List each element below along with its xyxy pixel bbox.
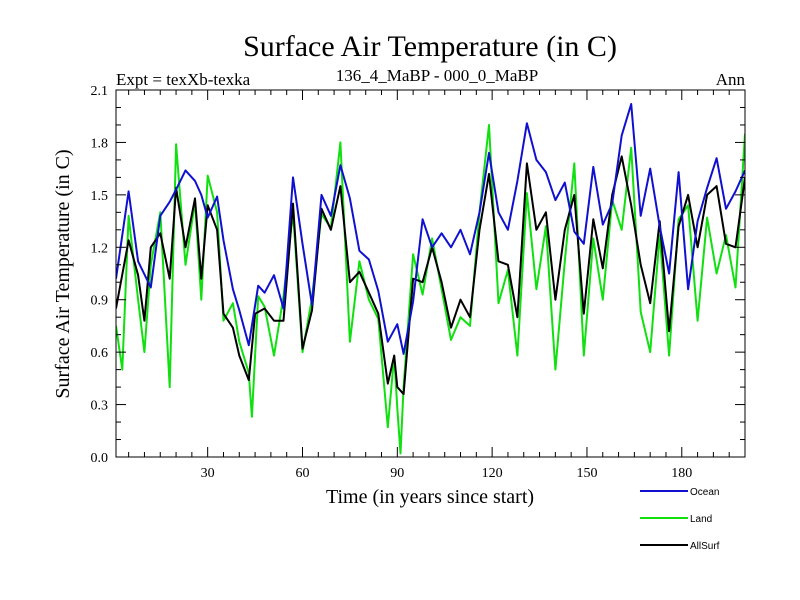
- x-tick-label: 30: [201, 466, 215, 481]
- x-tick-label: 60: [295, 466, 309, 481]
- legend-label-ocean: Ocean: [690, 487, 719, 498]
- y-tick-label: 1.2: [91, 241, 109, 256]
- x-tick-label: 90: [390, 466, 404, 481]
- series-line-land: [116, 124, 745, 455]
- x-axis: 30 60 90 120 150 180: [128, 90, 730, 481]
- experiment-label: Expt = texXb-texka: [116, 70, 251, 89]
- legend: Ocean Land AllSurf: [640, 487, 720, 552]
- x-tick-label: 120: [482, 466, 503, 481]
- series-line-allsurf: [116, 155, 745, 396]
- series-layer: [116, 103, 745, 455]
- y-tick-label: 0.0: [91, 451, 109, 466]
- x-tick-label: 180: [671, 466, 692, 481]
- x-tick-label: 150: [576, 466, 597, 481]
- series-line-ocean: [116, 103, 745, 355]
- plot-area: [116, 103, 745, 455]
- y-axis: 0.0 0.3 0.6 0.9 1.2 1.5 1.8 2.1: [91, 84, 745, 466]
- period-label: 136_4_MaBP - 000_0_MaBP: [336, 66, 538, 85]
- y-tick-label: 0.6: [91, 346, 109, 361]
- y-tick-label: 1.5: [91, 189, 109, 204]
- x-axis-label: Time (in years since start): [326, 486, 534, 508]
- y-tick-label: 1.8: [91, 136, 109, 151]
- season-label: Ann: [716, 70, 746, 89]
- legend-label-allsurf: AllSurf: [690, 541, 720, 552]
- plot-frame: [115, 89, 746, 458]
- y-tick-label: 0.3: [91, 399, 109, 414]
- chart-title: Surface Air Temperature (in C): [243, 30, 617, 63]
- y-tick-label: 0.9: [91, 294, 109, 309]
- y-tick-label: 2.1: [91, 84, 109, 99]
- legend-label-land: Land: [690, 514, 712, 525]
- y-axis-label: Surface Air Temperature (in C): [52, 149, 74, 398]
